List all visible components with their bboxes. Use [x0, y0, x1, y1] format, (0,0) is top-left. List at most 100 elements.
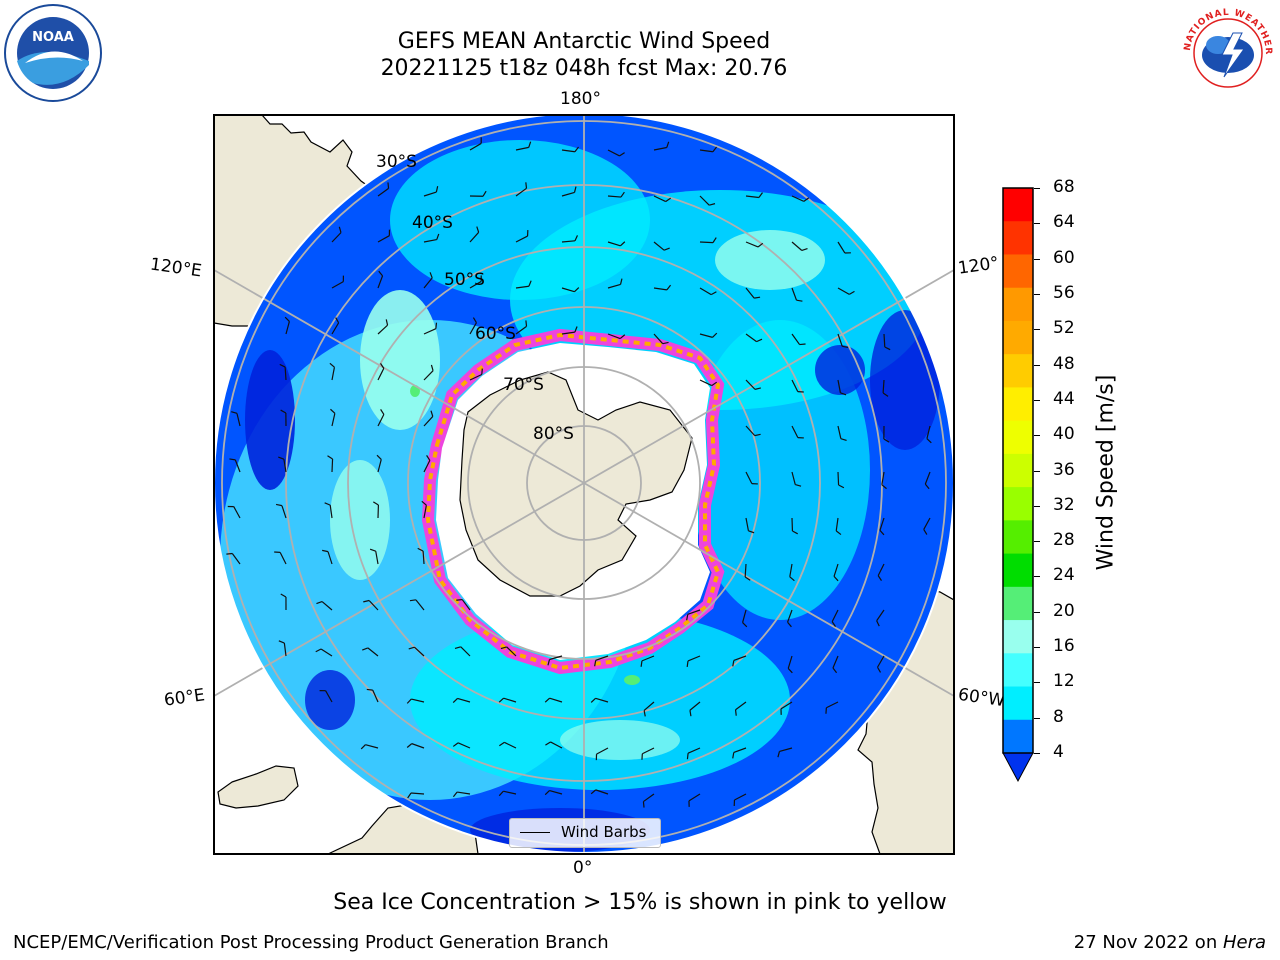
wind-barb [372, 689, 379, 703]
wind-barb [832, 655, 839, 669]
wind-barb [607, 149, 620, 157]
wind-barb-feather [482, 190, 487, 197]
wind-barb-feather [640, 660, 643, 667]
wind-barb [234, 459, 241, 473]
wind-barb [791, 379, 799, 392]
wind-barb [779, 747, 793, 752]
colorbar-tick-label: 56 [1053, 282, 1075, 303]
wind-barb [281, 505, 287, 519]
wind-barb [377, 275, 384, 289]
wind-barb-feather [643, 710, 646, 717]
lat-label-40s: 40°S [412, 213, 453, 233]
wind-barb-feather [732, 752, 735, 759]
wind-barb [377, 324, 388, 335]
wind-barb-feather [525, 320, 528, 327]
wind-barb [423, 416, 434, 427]
chart-subtitle: 20221125 t18z 048h fcst Max: 20.76 [380, 56, 788, 81]
wind-barb-feather [744, 576, 751, 581]
map-frame [213, 114, 955, 855]
wind-barb-feather [279, 363, 286, 368]
wind-barb [607, 195, 622, 198]
wind-barb [377, 368, 385, 381]
wind-barb [457, 791, 471, 795]
wind-barb-feather [712, 332, 718, 338]
wind-barb-feather [481, 368, 483, 375]
wind-barb [745, 241, 759, 248]
colorbar-segment [1003, 520, 1033, 555]
wind-barb [285, 321, 290, 335]
wind-barb-feather [426, 455, 431, 461]
land-antarctica [459, 371, 693, 597]
colorbar-segment [1003, 453, 1033, 488]
wind-barb [321, 601, 333, 611]
wind-barb [879, 517, 885, 531]
footer-date-text: 27 Nov 2022 on [1073, 932, 1223, 953]
wind-barb-feather [838, 484, 845, 489]
wind-barb [791, 287, 798, 301]
wind-barb [833, 563, 839, 577]
wind-barb [325, 690, 333, 703]
wind-barb-feather [544, 697, 550, 703]
colorbar-tick-label: 48 [1053, 353, 1075, 374]
wind-barb-feather [280, 409, 287, 414]
wind-barb-feather [787, 621, 792, 628]
wind-barb [643, 701, 655, 711]
colorbar-segment [1003, 553, 1033, 588]
wind-barb [789, 563, 793, 577]
wind-barb-feather [877, 575, 882, 581]
wind-barb-feather [748, 530, 755, 534]
lon-label-60e: 60°E [162, 685, 207, 711]
wind-barb-feather [472, 317, 477, 324]
wind-barb [653, 333, 664, 345]
wind-barb-feather [498, 790, 504, 797]
wind-barb-feather [876, 666, 882, 673]
wind-barb-feather [757, 242, 764, 248]
wind-barb [791, 425, 799, 438]
wind-barb [882, 379, 885, 394]
wind-barb-feather [754, 387, 761, 390]
colorbar-tick-label: 12 [1053, 671, 1075, 692]
wind-barb-feather [573, 186, 577, 193]
lon-label-60w: 60°W [956, 684, 1007, 712]
wind-barb-feather [574, 146, 580, 153]
colorbar-segment [1003, 354, 1033, 388]
wind-barb-feather [732, 660, 735, 667]
wind-barb [653, 287, 667, 291]
colorbar-tick-mark [1034, 364, 1040, 366]
colorbar-tick-label: 8 [1053, 706, 1064, 727]
wind-barb-feather [574, 287, 580, 293]
wind-barb-feather [544, 790, 550, 796]
wind-barb [377, 459, 382, 473]
wind-barb [926, 425, 931, 439]
wind-barb [596, 747, 609, 755]
wind-barb [595, 789, 609, 795]
wind-barb-feather [574, 326, 578, 333]
wind-barb-feather [799, 343, 806, 346]
wind-barb-feather [620, 241, 626, 247]
wind-barb-feather [876, 620, 880, 627]
wind-barb-feather [366, 688, 373, 691]
colorbar-tick-mark [1034, 258, 1040, 260]
wind-barb-feather [796, 299, 803, 302]
wind-barb [561, 149, 575, 153]
wind-barb [331, 458, 334, 473]
wind-barb-feather [787, 668, 793, 674]
wind-barb [699, 241, 714, 244]
wind-barb-feather [712, 146, 718, 153]
wind-barb [423, 277, 433, 289]
wind-barb-feather [409, 599, 417, 602]
wind-barb [331, 281, 344, 289]
lat-label-60s: 60°S [475, 324, 516, 344]
wind-barb-feather [642, 801, 645, 808]
wind-barb [515, 285, 529, 289]
wind-barb [503, 790, 517, 795]
wind-barb [787, 655, 793, 669]
wind-barb [423, 460, 431, 473]
wind-barb [320, 648, 333, 657]
wind-barb [607, 241, 621, 247]
wind-barb-feather [666, 141, 670, 148]
wind-barb-feather [709, 203, 716, 206]
wind-barb [331, 322, 340, 335]
wind-barb-feather [316, 601, 323, 605]
colorbar-tick-mark [1034, 399, 1040, 401]
